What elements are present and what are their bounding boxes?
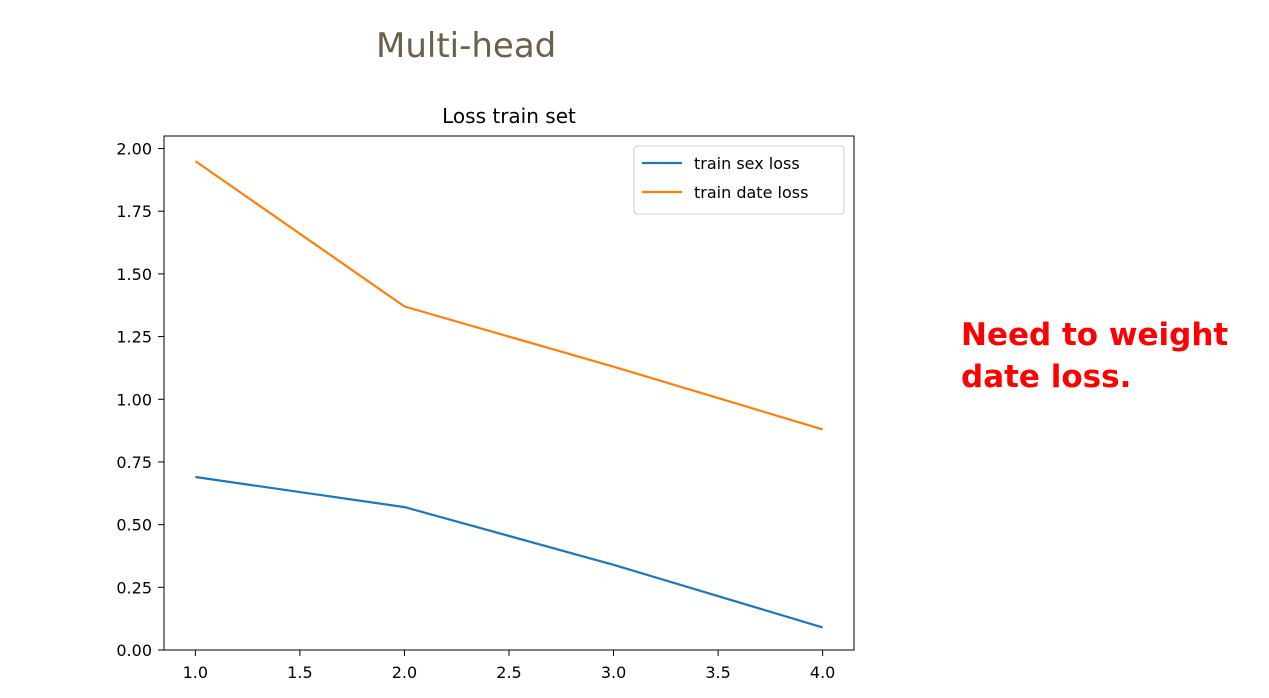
- plot-frame: [163, 135, 855, 651]
- x-tick-label: 2.5: [496, 663, 521, 682]
- y-tick-label: 0.50: [116, 516, 152, 535]
- y-axis: 0.00 0.25 0.50 0.75 1.00 1.25 1.50 1.75 2.00: [116, 140, 164, 660]
- series-line-train-date-loss: [194, 160, 823, 431]
- x-tick-label: 1.5: [287, 663, 312, 682]
- y-tick-label: 0.00: [116, 641, 152, 660]
- chart-title: Loss train set: [442, 104, 576, 128]
- series-line-train-sex-loss: [195, 475, 823, 629]
- legend-box: [633, 145, 845, 215]
- y-tick-label: 1.25: [116, 328, 152, 347]
- x-tick-label: 2.0: [392, 663, 417, 682]
- legend-label: train sex loss: [694, 154, 800, 173]
- x-tick-label: 3.5: [705, 663, 730, 682]
- y-tick-label: 1.00: [116, 390, 152, 409]
- x-tick-label: 4.0: [810, 663, 835, 682]
- y-tick-label: 0.25: [116, 578, 152, 597]
- annotation-note: Need to weight date loss.: [961, 317, 1229, 395]
- x-axis: 1.0 1.5 2.0 2.5 3.0 3.5 4.0: [183, 650, 835, 682]
- y-tick-label: 1.75: [116, 202, 152, 221]
- x-tick-label: 1.0: [183, 663, 208, 682]
- x-tick-label: 3.0: [601, 663, 626, 682]
- legend-label: train date loss: [694, 183, 808, 202]
- y-tick-label: 2.00: [116, 140, 152, 159]
- y-tick-label: 0.75: [116, 453, 152, 472]
- slide-title: Multi-head: [376, 26, 557, 66]
- series-lines: [194, 160, 823, 629]
- legend: train sex loss train date loss: [633, 145, 845, 215]
- y-tick-label: 1.50: [116, 265, 152, 284]
